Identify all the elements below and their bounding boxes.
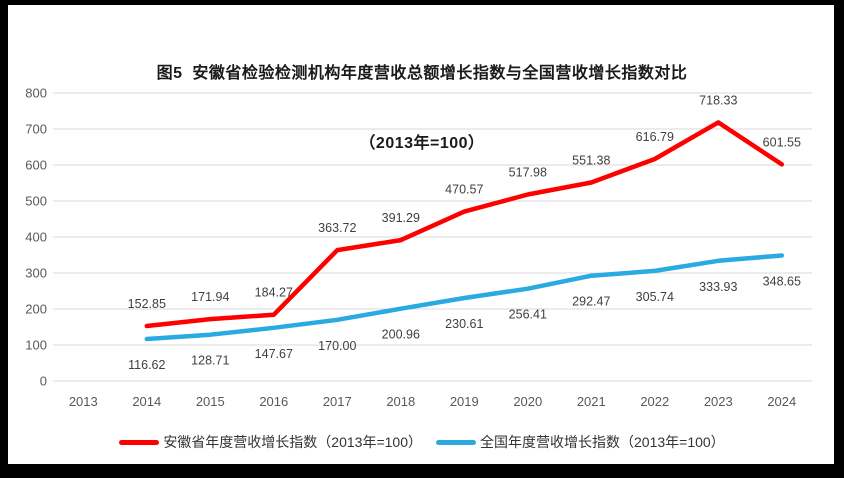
data-label: 718.33: [699, 93, 737, 107]
data-label: 470.57: [445, 183, 483, 197]
x-tick-label: 2021: [577, 394, 606, 409]
x-tick-label: 2014: [132, 394, 161, 409]
series-line-1: [144, 253, 785, 342]
chart-title-line2: （2013年=100）: [359, 134, 485, 152]
data-label: 256.41: [509, 308, 547, 322]
y-tick-label: 800: [25, 86, 47, 101]
data-label: 333.93: [699, 280, 737, 294]
data-label: 116.62: [128, 358, 165, 372]
y-tick-label: 700: [25, 122, 47, 137]
x-tick-label: 2023: [704, 394, 733, 409]
data-label: 517.98: [509, 166, 547, 180]
data-label: 348.65: [763, 274, 801, 288]
data-label: 305.74: [636, 290, 674, 304]
data-label: 616.79: [636, 130, 674, 144]
y-tick-label: 600: [25, 158, 47, 173]
data-label: 184.27: [255, 286, 293, 300]
legend-swatch-national: [436, 439, 476, 445]
y-tick-label: 0: [40, 374, 47, 389]
x-tick-label: 2020: [513, 394, 542, 409]
chart-title-line1: 图5 安徽省检验检测机构年度营收总额增长指数与全国营收增长指数对比: [156, 65, 688, 83]
legend-label-anhui: 安徽省年度营收增长指数（2013年=100）: [163, 434, 422, 450]
y-tick-label: 400: [25, 230, 47, 245]
data-label: 147.67: [255, 347, 293, 361]
chart-legend: 安徽省年度营收增长指数（2013年=100） 全国年度营收增长指数（2013年=…: [0, 432, 844, 452]
data-label: 170.00: [318, 339, 356, 353]
data-label: 200.96: [382, 328, 420, 342]
x-tick-label: 2015: [196, 394, 225, 409]
data-label: 292.47: [572, 295, 610, 309]
data-label: 230.61: [445, 317, 483, 331]
y-tick-label: 200: [25, 302, 47, 317]
x-tick-label: 2018: [386, 394, 415, 409]
chart-title: 图5 安徽省检验检测机构年度营收总额增长指数与全国营收增长指数对比 （2013年…: [0, 16, 844, 202]
y-tick-label: 100: [25, 338, 47, 353]
data-label: 171.94: [191, 290, 229, 304]
data-label: 128.71: [191, 354, 229, 368]
legend-item-national: 全国年度营收增长指数（2013年=100）: [436, 432, 725, 452]
y-tick-label: 300: [25, 266, 47, 281]
legend-item-anhui: 安徽省年度营收增长指数（2013年=100）: [119, 432, 422, 452]
x-tick-label: 2017: [323, 394, 352, 409]
data-label: 363.72: [318, 221, 356, 235]
data-label: 391.29: [382, 211, 420, 225]
legend-swatch-anhui: [119, 439, 160, 445]
y-tick-label: 500: [25, 194, 47, 209]
x-tick-label: 2013: [69, 394, 98, 409]
x-tick-label: 2024: [767, 394, 796, 409]
legend-label-national: 全国年度营收增长指数（2013年=100）: [480, 434, 725, 450]
x-tick-label: 2016: [259, 394, 288, 409]
x-tick-label: 2019: [450, 394, 479, 409]
data-label: 601.55: [763, 135, 801, 149]
data-label: 551.38: [572, 154, 610, 168]
x-tick-label: 2022: [640, 394, 669, 409]
data-label: 152.85: [128, 297, 166, 311]
chart-canvas: [8, 5, 834, 464]
series-line-0: [144, 120, 785, 329]
